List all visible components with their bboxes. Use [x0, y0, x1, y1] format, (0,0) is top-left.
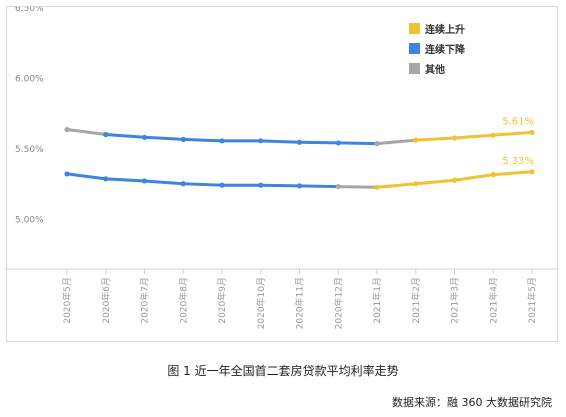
x-tick-label: 2021年2月 [410, 277, 422, 324]
series-2-segment [143, 179, 185, 186]
series-2-point [413, 181, 419, 187]
x-tick-label: 2020年7月 [139, 277, 151, 324]
x-tick-label: 2020年12月 [332, 277, 344, 329]
series-1-segment [259, 139, 301, 144]
chart-frame: 6.50% 6.00% 5.50% 5.00% 2020年5月 2020年6月 2020年7… [6, 6, 559, 342]
series-2-segment [491, 170, 534, 177]
series-1-end-label: 5.61% [502, 116, 534, 127]
series-2-point [451, 177, 458, 183]
x-tick-label: 2020年9月 [216, 277, 228, 324]
series-1-segment [104, 132, 146, 139]
legend-swatch [409, 23, 420, 34]
y-tick-label: 5.50% [15, 145, 44, 155]
series-1-point [490, 132, 496, 138]
series-1-point [141, 134, 148, 140]
series-2-segment [414, 178, 456, 186]
series-2-point [64, 171, 70, 177]
series-1-segment [336, 141, 379, 146]
y-tick-label: 6.50% [15, 7, 44, 14]
series-2-point [335, 183, 341, 190]
series-2-point [258, 182, 264, 188]
legend-label: 连续上升 [425, 23, 465, 36]
series-2-segment [65, 172, 108, 181]
series-2-point [141, 178, 148, 184]
x-tick-label: 2021年3月 [449, 277, 461, 324]
data-source: 数据来源：融 360 大数据研究院 [392, 396, 552, 409]
series-2-segment [453, 173, 495, 182]
x-tick-label: 2020年11月 [294, 277, 306, 329]
series-1-segment [453, 133, 495, 140]
x-tick-label: 2020年6月 [100, 277, 112, 324]
series-2-point [490, 172, 496, 178]
series-1-point [258, 138, 264, 144]
series-2-segment [104, 177, 146, 183]
legend-label: 连续下降 [425, 43, 466, 56]
series-1-point [529, 129, 535, 135]
x-tick-label: 2020年5月 [61, 277, 73, 324]
series-2-segment [336, 185, 379, 189]
series-1-point [64, 126, 70, 133]
legend-swatch [409, 63, 420, 74]
series-2-point [529, 169, 535, 175]
series-2-point [374, 184, 380, 190]
series-1-point [180, 136, 186, 143]
y-tick-label: 6.00% [15, 74, 44, 84]
series-1-segment [491, 130, 534, 137]
series-1-segment [375, 138, 418, 146]
series-1-point [451, 135, 458, 141]
series-1-segment [143, 135, 185, 141]
legend-label: 其他 [425, 63, 445, 76]
series-2-end-label: 5.33% [502, 156, 534, 167]
series-2-segment [259, 183, 301, 188]
x-tick-label: 2020年8月 [177, 277, 189, 324]
series-1-segment [298, 140, 340, 145]
series-2-point [219, 182, 225, 188]
line-chart: 6.50% 6.00% 5.50% 5.00% 2020年5月 2020年6月 2020年7… [7, 7, 559, 329]
series-1-point [413, 137, 419, 143]
figure-caption: 图 1 近一年全国首二套房贷款平均利率走势 [167, 364, 399, 378]
series-2-segment [298, 184, 340, 189]
series-1-segment [65, 128, 108, 136]
legend-swatch [409, 43, 420, 54]
series-1-segment [414, 136, 456, 142]
series-2-point [296, 183, 303, 189]
series-2-point [103, 176, 109, 182]
series-2-segment [375, 182, 418, 189]
y-tick-label: 5.00% [15, 215, 44, 225]
series-1-point [335, 140, 341, 146]
series-2-segment [181, 182, 224, 187]
x-tick-label: 2020年10月 [255, 277, 267, 329]
x-tick-label: 2021年4月 [487, 277, 499, 324]
x-tick-label: 2021年1月 [371, 277, 383, 324]
series-2-point [180, 181, 186, 187]
series-1-point [296, 139, 303, 145]
x-tick-label: 2021年5月 [526, 277, 538, 324]
series-1-point [374, 141, 380, 147]
series-1-point [103, 131, 109, 138]
series-1-point [219, 138, 225, 144]
series-1-segment [181, 137, 224, 143]
